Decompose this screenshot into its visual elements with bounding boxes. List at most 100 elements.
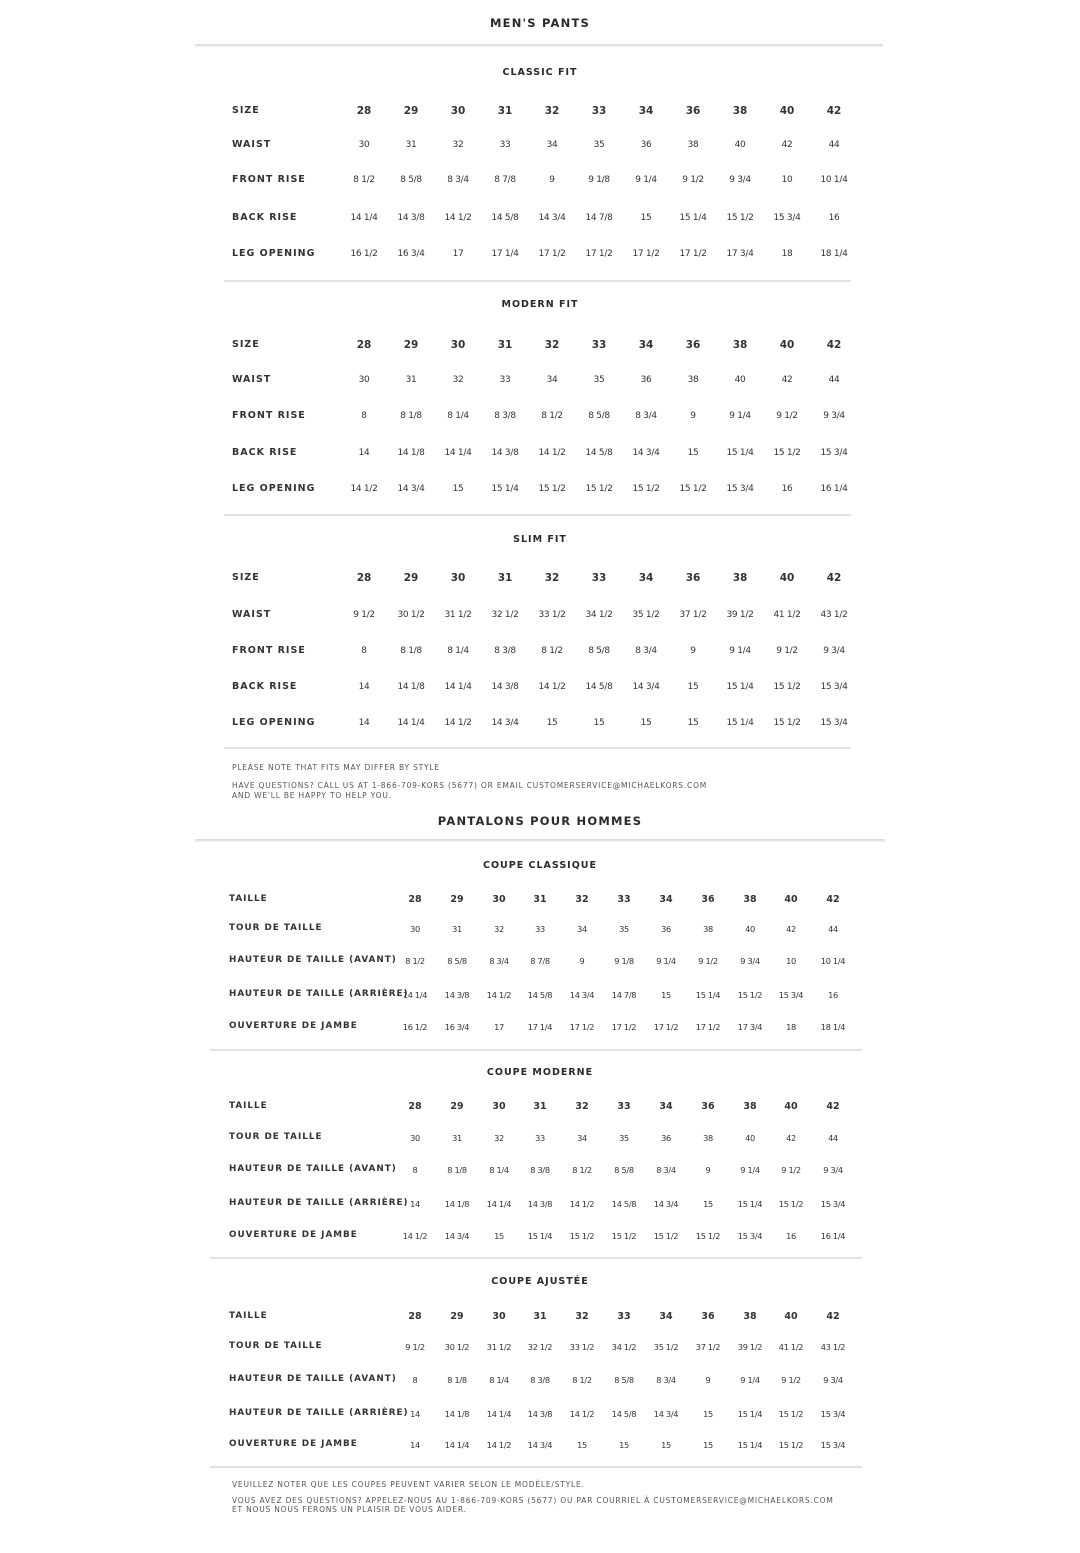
measurement-cell: 14 1/8 bbox=[397, 448, 425, 458]
size-header-cell: 42 bbox=[826, 339, 842, 351]
size-header-cell: 38 bbox=[743, 1101, 757, 1112]
measurement-cell: 14 1/2 bbox=[486, 1440, 512, 1450]
size-header-cell: 31 bbox=[533, 1311, 547, 1322]
measurement-cell: 15 1/2 bbox=[726, 213, 754, 223]
title-divider bbox=[195, 44, 883, 47]
measurement-cell: 16 bbox=[828, 990, 838, 1000]
measurement-cell: 14 1/2 bbox=[444, 213, 472, 223]
row-label: TOUR DE TAILLE bbox=[229, 923, 323, 933]
measurement-cell: 9 1/2 bbox=[776, 411, 798, 421]
measurement-cell: 8 5/8 bbox=[588, 411, 610, 421]
size-header-cell: 29 bbox=[403, 572, 419, 584]
measurement-cell: 18 1/4 bbox=[820, 1022, 846, 1032]
measurement-cell: 14 3/4 bbox=[653, 1409, 679, 1419]
measurement-cell: 41 1/2 bbox=[773, 610, 801, 620]
measurement-cell: 15 1/2 bbox=[679, 484, 707, 494]
size-header-cell: 33 bbox=[617, 1101, 631, 1112]
measurement-cell: 41 1/2 bbox=[778, 1342, 804, 1352]
size-header-cell: 33 bbox=[591, 105, 607, 117]
size-header-cell: 42 bbox=[826, 894, 840, 905]
row-label: HAUTEUR DE TAILLE (AVANT) bbox=[229, 1164, 397, 1174]
measurement-cell: 14 1/8 bbox=[397, 682, 425, 692]
measurement-cell: 17 1/2 bbox=[632, 249, 660, 259]
size-header-cell: 29 bbox=[403, 339, 419, 351]
section-heading: COUPE AJUSTÉE bbox=[491, 1276, 589, 1287]
measurement-cell: 15 bbox=[494, 1231, 504, 1241]
measurement-cell: 14 1/4 bbox=[402, 990, 428, 1000]
measurement-cell: 8 5/8 bbox=[588, 646, 610, 656]
measurement-cell: 8 1/8 bbox=[447, 1375, 467, 1385]
measurement-cell: 40 bbox=[745, 1133, 755, 1143]
size-header-cell: 38 bbox=[732, 339, 748, 351]
row-label: WAIST bbox=[232, 374, 272, 385]
measurement-cell: 36 bbox=[661, 924, 671, 934]
measurement-cell: 44 bbox=[828, 924, 838, 934]
measurement-cell: 8 7/8 bbox=[530, 956, 550, 966]
measurement-cell: 14 3/4 bbox=[397, 484, 425, 494]
size-header-cell: 30 bbox=[450, 339, 466, 351]
measurement-cell: 14 1/4 bbox=[444, 448, 472, 458]
measurement-cell: 15 bbox=[687, 448, 699, 458]
measurement-cell: 33 bbox=[499, 140, 511, 150]
measurement-cell: 18 bbox=[786, 1022, 796, 1032]
measurement-cell: 34 bbox=[546, 375, 558, 385]
row-label: FRONT RISE bbox=[232, 174, 306, 185]
measurement-cell: 44 bbox=[828, 1133, 838, 1143]
measurement-cell: 8 3/8 bbox=[530, 1165, 550, 1175]
row-label: HAUTEUR DE TAILLE (ARRIÈRE) bbox=[229, 989, 409, 999]
measurement-cell: 9 3/4 bbox=[823, 1375, 843, 1385]
measurement-cell: 17 1/2 bbox=[695, 1022, 721, 1032]
size-header-cell: 32 bbox=[544, 572, 560, 584]
measurement-cell: 17 1/4 bbox=[491, 249, 519, 259]
measurement-cell: 39 1/2 bbox=[737, 1342, 763, 1352]
measurement-cell: 9 1/4 bbox=[729, 411, 751, 421]
measurement-cell: 15 1/4 bbox=[527, 1231, 553, 1241]
measurement-cell: 15 1/2 bbox=[773, 718, 801, 728]
measurement-cell: 8 3/4 bbox=[635, 411, 657, 421]
measurement-cell: 14 1/2 bbox=[538, 448, 566, 458]
measurement-cell: 17 bbox=[452, 249, 464, 259]
measurement-cell: 8 5/8 bbox=[447, 956, 467, 966]
measurement-cell: 16 3/4 bbox=[444, 1022, 470, 1032]
measurement-cell: 17 1/2 bbox=[538, 249, 566, 259]
measurement-cell: 30 1/2 bbox=[397, 610, 425, 620]
measurement-cell: 32 bbox=[494, 1133, 504, 1143]
measurement-cell: 9 1/4 bbox=[635, 175, 657, 185]
measurement-cell: 8 1/8 bbox=[400, 411, 422, 421]
measurement-cell: 15 1/2 bbox=[611, 1231, 637, 1241]
measurement-cell: 14 5/8 bbox=[527, 990, 553, 1000]
measurement-cell: 10 bbox=[786, 956, 796, 966]
size-header-cell: 30 bbox=[492, 1311, 506, 1322]
measurement-cell: 14 3/8 bbox=[527, 1409, 553, 1419]
measurement-cell: 15 3/4 bbox=[820, 682, 848, 692]
row-label: WAIST bbox=[232, 609, 272, 620]
measurement-cell: 8 bbox=[412, 1375, 418, 1385]
measurement-cell: 14 5/8 bbox=[611, 1199, 637, 1209]
size-header-cell: 30 bbox=[450, 105, 466, 117]
measurement-cell: 17 1/2 bbox=[569, 1022, 595, 1032]
measurement-cell: 16 1/4 bbox=[820, 484, 848, 494]
measurement-cell: 14 bbox=[358, 448, 370, 458]
measurement-cell: 35 bbox=[619, 924, 629, 934]
measurement-cell: 34 bbox=[577, 1133, 587, 1143]
measurement-cell: 14 bbox=[410, 1440, 420, 1450]
measurement-cell: 15 3/4 bbox=[820, 448, 848, 458]
measurement-cell: 14 7/8 bbox=[611, 990, 637, 1000]
measurement-cell: 15 bbox=[577, 1440, 587, 1450]
chart-title: MEN'S PANTS bbox=[490, 16, 590, 30]
row-label: BACK RISE bbox=[232, 681, 298, 692]
size-header-cell: 38 bbox=[743, 1311, 757, 1322]
measurement-cell: 8 3/4 bbox=[489, 956, 509, 966]
measurement-cell: 15 1/4 bbox=[726, 682, 754, 692]
measurement-cell: 36 bbox=[640, 375, 652, 385]
row-label: LEG OPENING bbox=[232, 483, 316, 494]
section-divider bbox=[224, 514, 851, 516]
measurement-cell: 14 1/4 bbox=[444, 1440, 470, 1450]
measurement-cell: 9 1/2 bbox=[353, 610, 375, 620]
measurement-cell: 43 1/2 bbox=[820, 610, 848, 620]
measurement-cell: 14 3/4 bbox=[569, 990, 595, 1000]
measurement-cell: 15 bbox=[640, 718, 652, 728]
size-header-cell: 42 bbox=[826, 105, 842, 117]
measurement-cell: 14 1/2 bbox=[569, 1199, 595, 1209]
measurement-cell: 15 bbox=[661, 990, 671, 1000]
